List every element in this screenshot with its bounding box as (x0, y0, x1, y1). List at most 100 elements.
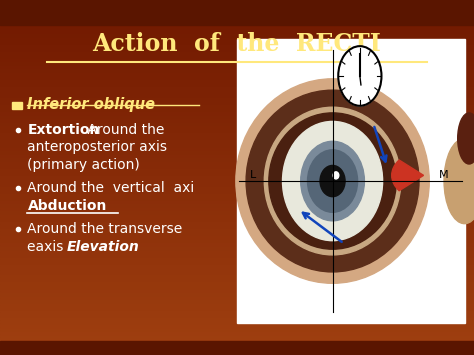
Bar (0, 178, 474, 181)
Ellipse shape (236, 79, 429, 283)
Bar (0, 106, 474, 110)
Bar (0, 312, 474, 316)
Ellipse shape (308, 150, 357, 212)
Bar (0, 270, 474, 273)
Bar (0, 96, 474, 99)
Bar (0, 231, 474, 234)
Bar (0, 128, 474, 131)
Bar (0, 181, 474, 185)
Bar (0, 103, 474, 106)
Bar (0, 298, 474, 302)
Ellipse shape (444, 138, 474, 224)
Bar (0, 85, 474, 89)
Bar (0, 280, 474, 284)
Bar (0, 28, 474, 32)
Ellipse shape (301, 141, 365, 221)
Bar (0, 149, 474, 153)
Bar (0, 89, 474, 92)
Bar (0, 114, 474, 117)
Bar (0, 224, 474, 227)
Bar (0, 170, 474, 174)
Bar (0, 202, 474, 206)
Bar (0, 344, 474, 348)
Bar (0, 192, 474, 195)
Bar (0, 195, 474, 199)
Bar (0, 7, 474, 11)
Text: Around the  vertical  axi: Around the vertical axi (27, 181, 195, 195)
Text: Abduction: Abduction (27, 199, 107, 213)
Bar (0, 284, 474, 288)
Text: Action  of  the  RECTI: Action of the RECTI (92, 32, 382, 56)
Bar (0, 245, 474, 248)
Bar (0, 252, 474, 256)
Bar (0, 323, 474, 327)
Bar (0, 206, 474, 209)
Bar (0, 234, 474, 238)
Ellipse shape (264, 107, 401, 255)
Bar (0, 213, 474, 217)
Bar (0, 316, 474, 320)
Bar (0, 156, 474, 160)
Ellipse shape (246, 90, 419, 272)
Text: Around the: Around the (83, 122, 164, 137)
Text: Around the transverse: Around the transverse (27, 222, 183, 236)
Text: eaxis: eaxis (27, 240, 68, 254)
Bar (0, 217, 474, 220)
Bar (0, 291, 474, 295)
Bar (0, 121, 474, 124)
Bar (0, 99, 474, 103)
Bar (0, 71, 474, 75)
Bar (0, 341, 474, 344)
Bar (0, 57, 474, 60)
Text: Elevation: Elevation (66, 240, 139, 254)
Bar (0, 67, 474, 71)
Bar (0, 305, 474, 309)
Bar (0, 288, 474, 291)
Wedge shape (392, 160, 424, 191)
Bar (0, 330, 474, 334)
Bar (0, 348, 474, 351)
Bar (0, 131, 474, 135)
Text: M: M (439, 170, 449, 180)
Bar (0, 117, 474, 121)
Bar (237, 39, 465, 323)
Bar (0, 14, 474, 18)
Ellipse shape (283, 121, 383, 241)
Bar (0, 53, 474, 57)
Bar (0, 220, 474, 224)
Ellipse shape (338, 46, 382, 106)
Bar (0, 241, 474, 245)
Bar (0, 327, 474, 330)
Bar (0, 153, 474, 156)
Bar (0, 337, 474, 341)
Bar (0, 25, 474, 28)
Bar (0, 21, 474, 25)
Bar (0, 256, 474, 259)
Bar (0, 60, 474, 64)
Bar (0, 238, 474, 241)
Bar (0, 50, 474, 53)
Text: Inferior oblique: Inferior oblique (27, 97, 155, 112)
Bar (0, 341, 474, 355)
Bar (12, 102, 22, 109)
Bar (0, 295, 474, 298)
Ellipse shape (269, 113, 396, 249)
Bar (0, 248, 474, 252)
Bar (0, 188, 474, 192)
Bar (0, 110, 474, 114)
Bar (0, 11, 474, 14)
Bar (0, 227, 474, 231)
Bar (0, 174, 474, 178)
Bar (0, 351, 474, 355)
Text: anteroposterior axis: anteroposterior axis (27, 140, 167, 154)
Text: (primary action): (primary action) (27, 158, 140, 172)
Bar (0, 185, 474, 188)
Bar (0, 209, 474, 213)
Ellipse shape (320, 165, 345, 197)
Ellipse shape (458, 113, 474, 164)
Bar (0, 273, 474, 277)
Bar (0, 199, 474, 202)
Bar (0, 142, 474, 146)
Bar (0, 82, 474, 85)
Bar (0, 266, 474, 270)
